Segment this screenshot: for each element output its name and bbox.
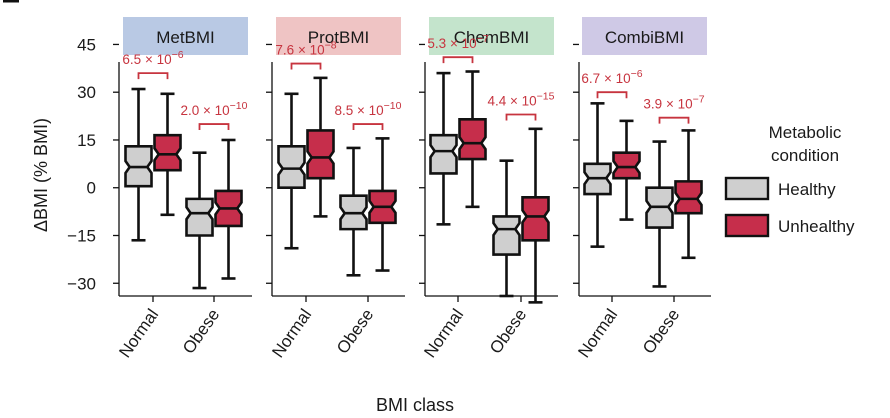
box [277,145,306,190]
y-axis-title: ΔBMI (% BMI) [31,118,51,232]
p-value-exponent: −6 [172,49,184,61]
p-value-mantissa: 7.6 × 10 [275,43,324,58]
panel-title: ChemBMI [454,28,530,47]
legend: Metabolic condition Healthy Unhealthy [724,123,855,238]
p-value-label: 4.4 × 10−15 [488,91,555,109]
significance-bracket [290,62,322,70]
x-tick-label: Normal [574,305,621,361]
box [185,197,214,237]
panel-protbmi: ProtBMI Normal 7.6 × 10−8 Obese 8.5 × 10−10 [266,17,405,361]
p-value-exponent: −10 [230,100,248,112]
box [674,180,703,215]
significance-bracket [137,72,169,80]
legend-swatch-healthy [724,176,770,201]
panel-corner-mark [3,0,19,3]
p-value-mantissa: 6.7 × 10 [581,71,630,86]
p-value-label: 3.9 × 10−7 [643,94,704,112]
box [153,133,182,172]
p-value-mantissa: 2.0 × 10 [181,103,230,118]
p-value-mantissa: 6.5 × 10 [122,52,171,67]
box [612,151,641,180]
significance-bracket [352,123,384,131]
p-value-label: 5.3 × 10−7 [427,33,488,51]
significance-bracket [198,123,230,131]
significance-bracket [505,113,537,121]
x-tick-label: Normal [115,305,162,361]
x-tick-label: Obese [486,305,530,357]
legend-label-healthy: Healthy [778,180,836,199]
x-tick-label: Normal [420,305,467,361]
p-value-label: 6.5 × 10−6 [122,49,183,67]
box [458,117,487,161]
y-tick-label: 30 [77,83,96,102]
y-tick-label: −15 [67,227,96,246]
box [429,133,458,175]
p-value-mantissa: 4.4 × 10 [488,94,537,109]
panel-combibmi: CombiBMI Normal 6.7 × 10−6 Obese 3.9 × 10−7 [573,17,711,361]
panel-title-background [429,17,554,55]
panel-title-background [123,17,248,55]
x-tick-label: Normal [268,305,315,361]
p-value-mantissa: 5.3 × 10 [427,36,476,51]
panel-chembmi: ChemBMI Normal 5.3 × 10−7 Obese 4.4 × 10−15 [419,17,558,361]
significance-bracket [596,91,628,99]
panel-title: MetBMI [156,28,215,47]
p-value-exponent: −10 [384,100,402,112]
legend-swatch-unhealthy [724,213,770,238]
panel-title: CombiBMI [605,28,684,47]
p-value-label: 2.0 × 10−10 [181,100,248,118]
p-value-label: 8.5 × 10−10 [335,100,402,118]
panel-title-background [582,17,707,55]
p-value-label: 7.6 × 10−8 [275,40,336,58]
y-tick-label: 45 [77,35,96,54]
p-value-exponent: −6 [631,68,643,80]
p-value-exponent: −7 [693,94,705,106]
y-tick-label: −30 [67,274,96,293]
panel-title: ProtBMI [308,28,369,47]
significance-bracket [658,116,690,124]
x-axis-title: BMI class [376,395,454,415]
p-value-exponent: −7 [477,33,489,45]
y-tick-label: 0 [87,179,96,198]
p-value-label: 6.7 × 10−6 [581,68,642,86]
p-value-exponent: −15 [537,91,555,103]
significance-bracket [442,56,474,64]
y-tick-label: 15 [77,131,96,150]
box [492,215,521,256]
panel-title-background [276,17,401,55]
box [521,195,550,242]
legend-label-unhealthy: Unhealthy [778,217,855,236]
panel-metbmi: MetBMI Normal 6.5 × 10−6 Obese 2.0 × 10−10 [113,17,252,361]
p-value-mantissa: 3.9 × 10 [643,97,692,112]
box [306,129,335,180]
legend-title-line2: condition [771,146,839,165]
p-value-mantissa: 8.5 × 10 [335,103,384,118]
legend-title-line1: Metabolic [769,123,842,142]
x-tick-label: Obese [333,305,377,357]
x-tick-label: Obese [179,305,223,357]
x-tick-label: Obese [639,305,683,357]
p-value-exponent: −8 [325,40,337,52]
